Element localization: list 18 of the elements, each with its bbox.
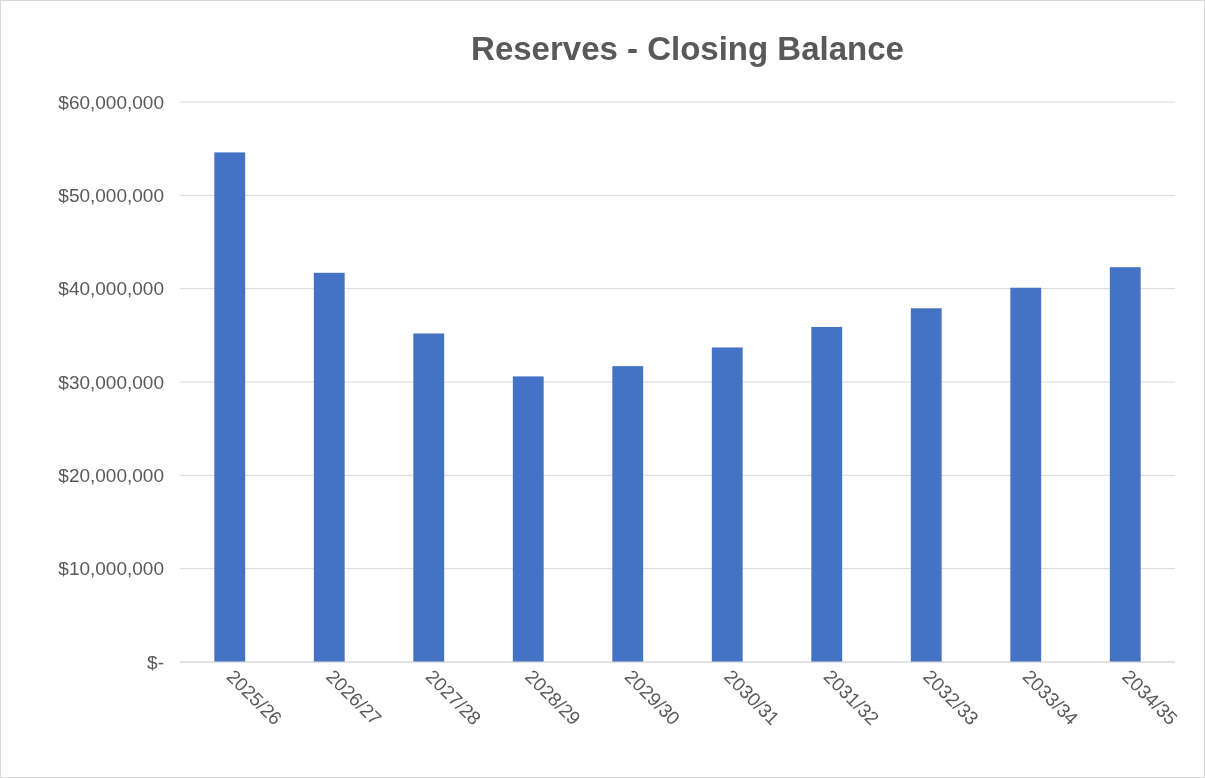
y-tick-label: $20,000,000 [58, 464, 164, 486]
bar [214, 152, 246, 662]
y-tick-label: $40,000,000 [58, 278, 164, 300]
bar [711, 347, 743, 662]
chart-title: Reserves - Closing Balance [471, 30, 904, 67]
y-tick-label: $50,000,000 [58, 184, 164, 206]
y-tick-label: $- [147, 651, 164, 673]
bar [811, 326, 843, 662]
y-tick-label: $60,000,000 [58, 91, 164, 113]
bar [910, 308, 942, 662]
bar [1109, 267, 1141, 662]
bar [313, 272, 345, 662]
bar [512, 376, 544, 662]
bar [413, 333, 445, 662]
bar [612, 366, 644, 662]
y-tick-label: $10,000,000 [58, 558, 164, 580]
bar [1010, 287, 1042, 662]
y-tick-label: $30,000,000 [58, 371, 164, 393]
